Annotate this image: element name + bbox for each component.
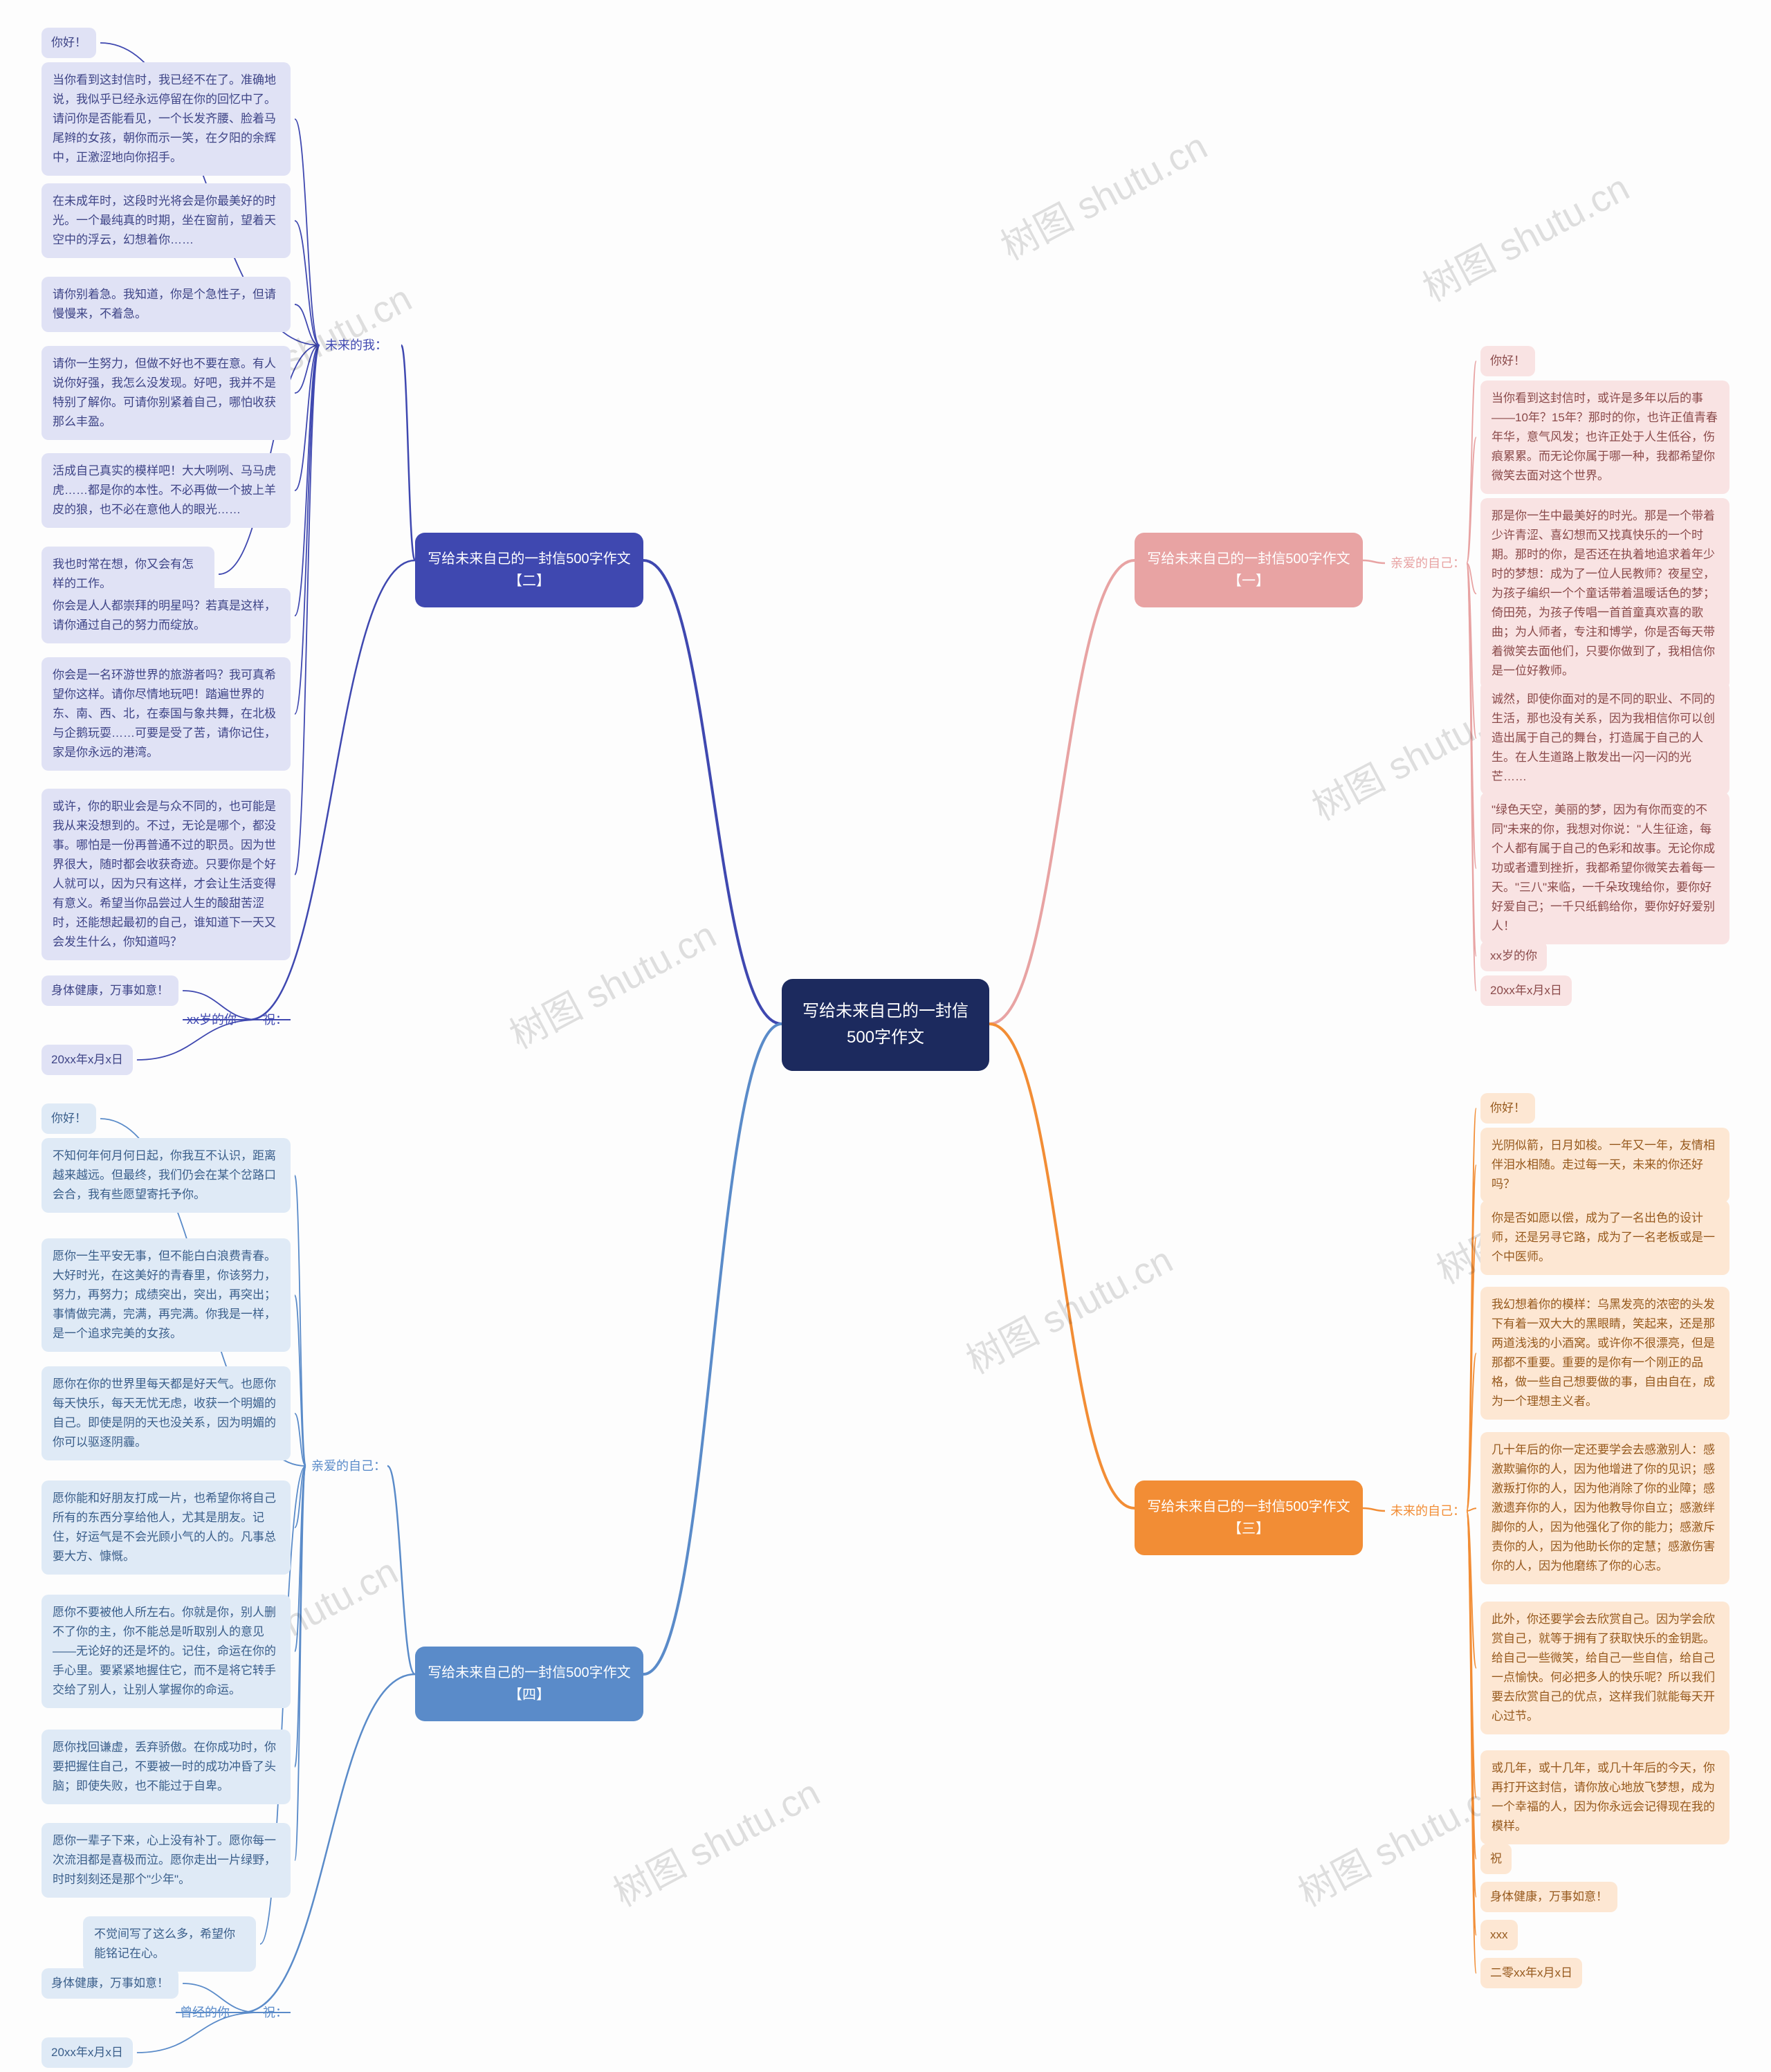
leaf-b3-1: 光阴似箭，日月如梭。一年又一年，友情相伴泪水相随。走过每一天，未来的你还好吗？	[1480, 1128, 1729, 1202]
leaf-b1-5: xx岁的你	[1480, 941, 1547, 971]
sub-label-b1: 亲爱的自己：	[1391, 553, 1465, 571]
leaf-b4-8: 不觉间写了这么多，希望你能铭记在心。	[83, 1916, 256, 1972]
watermark: 树图 shutu.cn	[603, 1763, 828, 1917]
sub-label-b4: 亲爱的自己：	[311, 1456, 386, 1474]
leaf-b3-4: 几十年后的你一定还要学会去感激别人：感激欺骗你的人，因为他增进了你的见识；感激叛…	[1480, 1432, 1729, 1584]
watermark: 树图 shutu.cn	[1287, 1763, 1513, 1917]
leaf-b4-4: 愿你能和好朋友打成一片，也希望你将自己所有的东西分享给他人，尤其是朋友。记住，好…	[42, 1480, 291, 1575]
closing-b4-0: 身体健康，万事如意！	[42, 1968, 178, 1999]
leaf-b2-7: 你会是人人都崇拜的明星吗？若真是这样，请你通过自己的努力而绽放。	[42, 588, 291, 643]
closing-label-b4: 祝：	[263, 2003, 288, 2021]
watermark: 树图 shutu.cn	[1412, 158, 1637, 312]
leaf-b3-8: 身体健康，万事如意！	[1480, 1882, 1617, 1912]
closing-from-b4: 曾经的你	[180, 2003, 230, 2021]
center-node: 写给未来自己的一封信500字作文	[782, 979, 989, 1071]
closing-from-b2: xx岁的你	[187, 1010, 237, 1028]
leaf-b3-7: 祝	[1480, 1844, 1512, 1874]
leaf-b4-0: 你好！	[42, 1103, 96, 1134]
leaf-b3-10: 二零xx年x月x日	[1480, 1958, 1582, 1988]
leaf-b1-3: 诚然，即使你面对的是不同的职业、不同的生活，那也没有关系，因为我相信你可以创造出…	[1480, 681, 1729, 795]
closing-b2-0: 身体健康，万事如意！	[42, 975, 178, 1006]
branch-b1: 写给未来自己的一封信500字作文【一】	[1135, 533, 1363, 607]
watermark: 树图 shutu.cn	[499, 905, 724, 1059]
sub-label-b2: 未来的我：	[325, 336, 387, 354]
leaf-b4-2: 愿你一生平安无事，但不能白白浪费青春。大好时光，在这美好的青春里，你该努力，努力…	[42, 1238, 291, 1352]
leaf-b1-4: "绿色天空，美丽的梦，因为有你而变的不同"未来的你，我想对你说："人生征途，每个…	[1480, 792, 1729, 944]
leaf-b2-1: 当你看到这封信时，我已经不在了。准确地说，我似乎已经永远停留在你的回忆中了。请问…	[42, 62, 291, 176]
closing-label-b2: 祝：	[263, 1010, 288, 1028]
leaf-b1-6: 20xx年x月x日	[1480, 975, 1572, 1006]
leaf-b4-3: 愿你在你的世界里每天都是好天气。也愿你每天快乐，每天无忧无虑，收获一个明媚的自己…	[42, 1366, 291, 1460]
branch-b3: 写给未来自己的一封信500字作文【三】	[1135, 1480, 1363, 1555]
leaf-b2-9: 或许，你的职业会是与众不同的，也可能是我从来没想到的。不过，无论是哪个，都没事。…	[42, 789, 291, 960]
leaf-b2-8: 你会是一名环游世界的旅游者吗？我可真希望你这样。请你尽情地玩吧！踏遍世界的东、南…	[42, 657, 291, 771]
leaf-b3-0: 你好！	[1480, 1093, 1535, 1124]
leaf-b2-2: 在未成年时，这段时光将会是你最美好的时光。一个最纯真的时期，坐在窗前，望着天空中…	[42, 183, 291, 258]
branch-b4: 写给未来自己的一封信500字作文【四】	[415, 1647, 643, 1721]
leaf-b4-1: 不知何年何月何日起，你我互不认识，距离越来越远。但最终，我们仍会在某个岔路口会合…	[42, 1138, 291, 1213]
leaf-b2-4: 请你一生努力，但做不好也不要在意。有人说你好强，我怎么没发现。好吧，我并不是特别…	[42, 346, 291, 440]
leaf-b2-0: 你好！	[42, 28, 96, 58]
leaf-b1-2: 那是你一生中最美好的时光。那是一个带着少许青涩、喜幻想而又找真快乐的一个时期。那…	[1480, 498, 1729, 689]
watermark: 树图 shutu.cn	[990, 116, 1215, 271]
leaf-b4-7: 愿你一辈子下来，心上没有补丁。愿你每一次流泪都是喜极而泣。愿你走出一片绿野，时时…	[42, 1823, 291, 1898]
leaf-b4-6: 愿你找回谦虚，丢弃骄傲。在你成功时，你要把握住自己，不要被一时的成功冲昏了头脑；…	[42, 1730, 291, 1804]
leaf-b4-5: 愿你不要被他人所左右。你就是你，别人删不了你的主，你不能总是听取别人的意见——无…	[42, 1595, 291, 1708]
leaf-b1-1: 当你看到这封信时，或许是多年以后的事——10年？15年？那时的你，也许正值青春年…	[1480, 381, 1729, 494]
leaf-b2-3: 请你别着急。我知道，你是个急性子，但请慢慢来，不着急。	[42, 277, 291, 332]
leaf-b3-5: 此外，你还要学会去欣赏自己。因为学会欣赏自己，就等于拥有了获取快乐的金钥匙。给自…	[1480, 1602, 1729, 1734]
leaf-b3-6: 或几年，或十几年，或几十年后的今天，你再打开这封信，请你放心地放飞梦想，成为一个…	[1480, 1750, 1729, 1844]
leaf-b2-5: 活成自己真实的模样吧！大大咧咧、马马虎虎……都是你的本性。不必再做一个披上羊皮的…	[42, 453, 291, 528]
watermark: 树图 shutu.cn	[955, 1230, 1181, 1384]
leaf-b3-9: xxx	[1480, 1920, 1518, 1950]
mindmap-canvas: 树图 shutu.cn 树图 shutu.cn 树图 shutu.cn 树图 shut…	[0, 0, 1771, 2072]
leaf-b1-0: 你好！	[1480, 346, 1535, 376]
closing-b4-1: 20xx年x月x日	[42, 2037, 133, 2068]
branch-b2: 写给未来自己的一封信500字作文【二】	[415, 533, 643, 607]
closing-b2-1: 20xx年x月x日	[42, 1045, 133, 1075]
leaf-b3-2: 你是否如愿以偿，成为了一名出色的设计师，还是另寻它路，成为了一名老板或是一个中医…	[1480, 1200, 1729, 1275]
leaf-b3-3: 我幻想着你的模样：乌黑发亮的浓密的头发下有着一双大大的黑眼睛，笑起来，还是那两道…	[1480, 1287, 1729, 1420]
sub-label-b3: 未来的自己：	[1391, 1501, 1465, 1519]
